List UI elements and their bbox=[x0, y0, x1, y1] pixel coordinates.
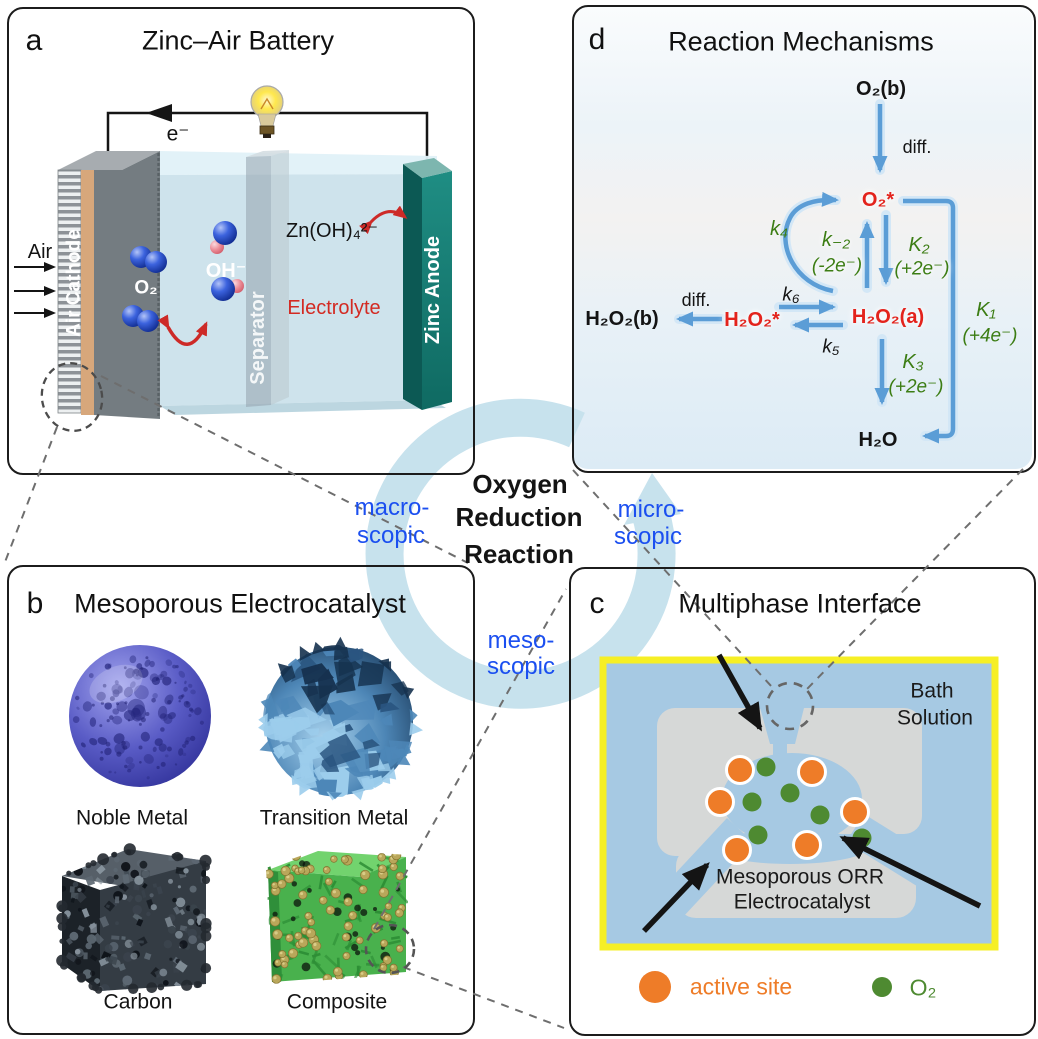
pore-zoom-circle bbox=[765, 681, 815, 731]
composite-zoom-circle bbox=[364, 923, 416, 975]
panel-c-border bbox=[569, 567, 1036, 1036]
composite-cube bbox=[266, 850, 408, 984]
orr-title-line2: Reduction bbox=[455, 502, 583, 532]
panel-c-letter: c bbox=[589, 587, 605, 620]
k5-label: k₅ bbox=[822, 336, 840, 358]
mesoscopic-label-2: scopic bbox=[486, 653, 556, 680]
panel-d-letter: d bbox=[588, 23, 606, 56]
diffusion-left-label: diff. bbox=[681, 290, 711, 310]
multiphase-interface-illustration bbox=[599, 653, 999, 1003]
light-bulb-icon bbox=[250, 85, 284, 138]
h2o2-adsorbed-label: H₂O₂* bbox=[724, 309, 780, 331]
panel-c-title: Multiphase Interface bbox=[678, 588, 922, 619]
K2-label: K₂ bbox=[908, 234, 930, 256]
catalyst-label-2: Electrocatalyst bbox=[733, 890, 871, 914]
k-minus2-label: k₋₂ bbox=[821, 229, 851, 251]
panel-b-letter: b bbox=[26, 587, 44, 620]
K1-electrons-label: (+4e⁻) bbox=[962, 325, 1018, 347]
panel-d-border bbox=[572, 5, 1036, 473]
orr-title-line3: Reaction bbox=[464, 539, 574, 569]
h2o-label: H₂O bbox=[858, 429, 898, 451]
hydroxide-label: OH⁻ bbox=[205, 260, 247, 282]
macroscopic-label-2: scopic bbox=[356, 522, 426, 549]
h2o2-a-label: H₂O₂(a) bbox=[851, 306, 925, 328]
composite-caption: Composite bbox=[286, 990, 388, 1014]
o2-bulk-label: O₂(b) bbox=[856, 78, 906, 100]
legend-o2-icon bbox=[872, 977, 892, 997]
legend-active-site-icon bbox=[639, 971, 671, 1003]
legend-o2-label: O₂ bbox=[909, 974, 937, 1001]
air-cathode-label: Air Cathode bbox=[63, 229, 85, 337]
panel-b-border bbox=[7, 565, 475, 1035]
zincate-label: Zn(OH)₄²⁻ bbox=[285, 220, 379, 242]
zinc-anode-label: Zinc Anode bbox=[422, 235, 444, 345]
transition-metal-sphere bbox=[258, 636, 423, 801]
K1-label: K₁ bbox=[976, 299, 996, 321]
zincate-equilibrium-arrow bbox=[359, 205, 408, 235]
k6-label: k₆ bbox=[782, 284, 800, 306]
active-site-particles bbox=[705, 755, 870, 865]
h2o2-bulk-label: H₂O₂(b) bbox=[585, 308, 659, 330]
oxygen-molecules bbox=[122, 246, 167, 332]
hydroxide-molecules bbox=[210, 221, 244, 301]
reaction-mechanism-arrows bbox=[674, 99, 958, 444]
diffusion-arrows bbox=[642, 653, 982, 933]
panel-a-title: Zinc–Air Battery bbox=[141, 25, 335, 56]
noble-metal-sphere bbox=[69, 645, 211, 787]
carbon-cube bbox=[56, 843, 212, 994]
transition-metal-caption: Transition Metal bbox=[259, 806, 409, 830]
battery-illustration bbox=[14, 85, 452, 419]
cathode-zoom-circle bbox=[40, 362, 104, 432]
macroscopic-label-1: macro- bbox=[354, 494, 430, 521]
air-label: Air bbox=[27, 241, 53, 263]
carbon-caption: Carbon bbox=[103, 990, 173, 1014]
panel-a-border bbox=[7, 7, 475, 475]
electrolyte-label: Electrolyte bbox=[287, 297, 381, 319]
k-minus2-electrons-label: (-2e⁻) bbox=[811, 255, 863, 277]
electron-flow-arrow-icon bbox=[146, 104, 172, 122]
diffusion-top-label: diff. bbox=[902, 137, 932, 157]
mesoscopic-label-1: meso- bbox=[487, 627, 555, 654]
microscopic-label-2: scopic bbox=[613, 523, 683, 550]
k4-label: k₄ bbox=[769, 218, 789, 240]
panel-a-letter: a bbox=[25, 24, 43, 57]
o2-adsorbed-label: O₂* bbox=[861, 189, 895, 211]
cycle-arrowhead-icon bbox=[624, 473, 681, 525]
microscopic-label-1: micro- bbox=[617, 496, 685, 523]
separator-label: Separator bbox=[247, 291, 269, 385]
air-flow-arrows bbox=[14, 262, 56, 318]
noble-metal-caption: Noble Metal bbox=[75, 806, 189, 830]
panel-b-title: Mesoporous Electrocatalyst bbox=[74, 588, 406, 619]
bath-solution-label-1: Bath bbox=[910, 679, 954, 703]
o2-label: O₂ bbox=[134, 277, 158, 299]
electron-label: e⁻ bbox=[166, 122, 190, 146]
K2-electrons-label: (+2e⁻) bbox=[894, 258, 950, 280]
K3-label: K₃ bbox=[902, 351, 924, 373]
K3-electrons-label: (+2e⁻) bbox=[888, 376, 944, 398]
bath-solution-label-2: Solution bbox=[897, 706, 973, 730]
orr-title-line1: Oxygen bbox=[472, 469, 568, 499]
catalyst-label-1: Mesoporous ORR bbox=[715, 865, 885, 889]
orr-reaction-arrow bbox=[157, 314, 208, 346]
panel-d-title: Reaction Mechanisms bbox=[668, 26, 934, 57]
legend-active-site-label: active site bbox=[689, 973, 793, 1000]
